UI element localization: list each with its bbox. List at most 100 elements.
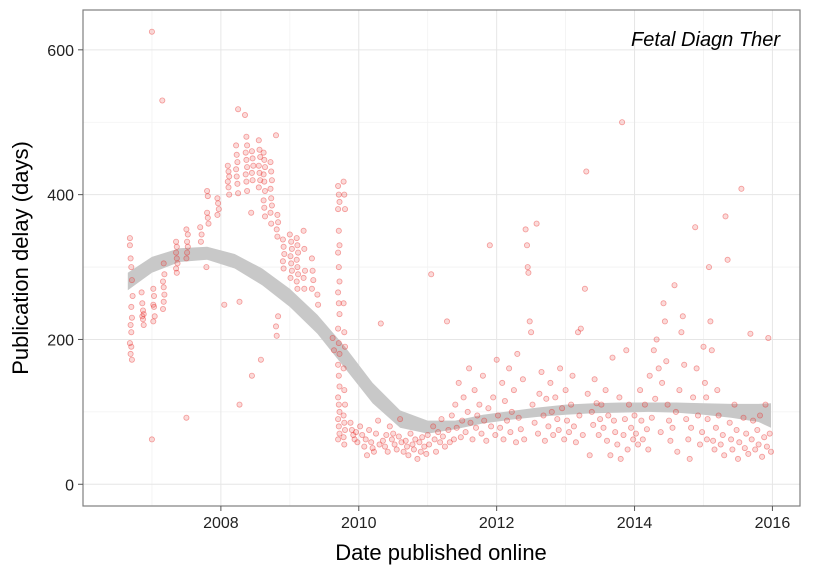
- data-point: [174, 260, 181, 267]
- data-point: [471, 387, 478, 394]
- data-point: [348, 426, 355, 433]
- x-tick-label: 2012: [479, 515, 515, 532]
- data-point: [184, 238, 191, 245]
- data-point: [267, 159, 274, 166]
- data-point: [279, 236, 286, 243]
- data-point: [721, 452, 728, 459]
- data-point: [288, 260, 295, 267]
- data-point: [357, 423, 364, 430]
- data-point: [645, 446, 652, 453]
- data-point: [138, 289, 145, 296]
- data-point: [548, 408, 555, 415]
- data-point: [499, 379, 506, 386]
- data-point: [244, 164, 251, 171]
- data-point: [249, 155, 256, 162]
- data-point: [757, 412, 764, 419]
- data-point: [450, 436, 457, 443]
- data-point: [748, 436, 755, 443]
- data-point: [452, 401, 459, 408]
- data-point: [766, 430, 773, 437]
- data-point: [128, 343, 135, 350]
- data-point: [679, 313, 686, 320]
- data-point: [577, 325, 584, 332]
- data-point: [614, 441, 621, 448]
- data-point: [335, 361, 342, 368]
- data-point: [129, 292, 136, 299]
- data-point: [507, 429, 514, 436]
- data-point: [256, 146, 263, 153]
- data-point: [272, 132, 279, 139]
- data-point: [439, 433, 446, 440]
- data-point: [350, 431, 357, 438]
- data-point: [628, 424, 635, 431]
- data-point: [288, 267, 295, 274]
- data-point: [221, 301, 228, 308]
- data-point: [366, 426, 373, 433]
- data-point: [150, 318, 157, 325]
- data-point: [335, 416, 342, 423]
- data-point: [335, 394, 342, 401]
- data-point: [667, 437, 674, 444]
- data-point: [519, 376, 526, 383]
- data-point: [273, 332, 280, 339]
- data-point: [497, 424, 504, 431]
- data-point: [671, 282, 678, 289]
- data-point: [609, 354, 616, 361]
- data-point: [287, 253, 294, 260]
- data-point: [393, 446, 400, 453]
- data-point: [248, 209, 255, 216]
- data-point: [430, 423, 437, 430]
- data-point: [173, 265, 180, 272]
- x-tick-label: 2008: [203, 515, 239, 532]
- data-point: [683, 416, 690, 423]
- data-point: [294, 264, 301, 271]
- data-point: [521, 436, 528, 443]
- data-point: [604, 437, 611, 444]
- data-point: [763, 443, 770, 450]
- data-point: [128, 277, 135, 284]
- data-points: [126, 28, 775, 462]
- data-point: [205, 220, 212, 227]
- data-point: [248, 372, 255, 379]
- data-point: [626, 401, 633, 408]
- y-tick-label: 200: [47, 332, 74, 349]
- data-point: [581, 285, 588, 292]
- data-point: [419, 434, 426, 441]
- data-point: [336, 408, 343, 415]
- data-point: [661, 318, 668, 325]
- data-point: [335, 249, 342, 256]
- data-point: [648, 414, 655, 421]
- data-point: [203, 264, 210, 271]
- data-point: [308, 255, 315, 262]
- data-point: [538, 368, 545, 375]
- data-point: [267, 209, 274, 216]
- data-point: [620, 431, 627, 438]
- data-point: [359, 431, 366, 438]
- data-point: [572, 439, 579, 446]
- data-point: [724, 256, 731, 263]
- data-point: [336, 311, 343, 318]
- data-point: [586, 452, 593, 459]
- data-point: [315, 301, 322, 308]
- data-point: [294, 285, 301, 292]
- data-point: [417, 448, 424, 455]
- data-point: [655, 365, 662, 372]
- data-point: [128, 303, 135, 310]
- data-point: [674, 448, 681, 455]
- data-point: [275, 313, 282, 320]
- data-point: [257, 356, 264, 363]
- data-point: [249, 177, 256, 184]
- data-point: [379, 437, 386, 444]
- data-point: [510, 387, 517, 394]
- data-point: [268, 168, 275, 175]
- data-point: [214, 195, 221, 202]
- data-point: [381, 443, 388, 450]
- data-point: [340, 434, 347, 441]
- data-point: [409, 441, 416, 448]
- data-point: [386, 423, 393, 430]
- data-point: [704, 416, 711, 423]
- data-point: [301, 267, 308, 274]
- data-point: [513, 439, 520, 446]
- data-point: [243, 133, 250, 140]
